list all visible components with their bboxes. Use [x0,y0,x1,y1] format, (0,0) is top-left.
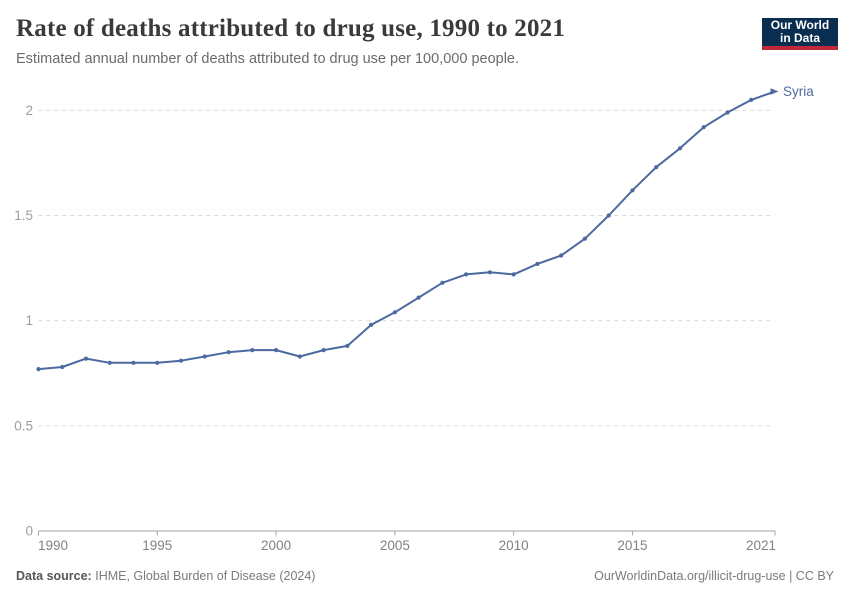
data-point[interactable] [654,165,659,170]
series-label[interactable]: Syria [783,84,814,99]
y-tick-label: 0.5 [14,418,33,433]
x-tick-label: 2015 [617,538,647,553]
x-tick-label: 2000 [261,538,291,553]
data-point[interactable] [226,350,231,355]
data-point[interactable] [369,322,374,327]
data-source: Data source: IHME, Global Burden of Dise… [16,568,315,584]
logo-line1: Our World [770,17,830,32]
data-point[interactable] [630,188,635,193]
data-point[interactable] [701,125,706,130]
data-point[interactable] [725,110,730,115]
data-point[interactable] [606,213,611,218]
data-point[interactable] [582,236,588,241]
data-point[interactable] [487,270,492,275]
data-point[interactable] [535,261,540,266]
data-point[interactable] [131,360,136,365]
data-point[interactable] [677,146,683,151]
owid-logo: Our World in Data [762,18,838,50]
data-point[interactable] [60,364,65,370]
data-point[interactable] [250,348,255,353]
license-link[interactable]: OurWorldinData.org/illicit-drug-use | CC… [594,569,834,583]
y-tick-label: 2 [25,103,33,118]
x-tick-label: 2021 [746,538,776,553]
x-tick-label: 2010 [499,538,529,553]
page-title: Rate of deaths attributed to drug use, 1… [16,15,566,42]
data-point[interactable] [559,253,564,258]
data-point[interactable] [321,348,326,353]
data-point[interactable] [392,310,397,315]
data-source-text: IHME, Global Burden of Disease (2024) [95,569,316,583]
data-point[interactable] [511,272,516,277]
y-tick-label: 1 [25,313,33,328]
y-tick-label: 1.5 [14,208,33,223]
data-point[interactable] [416,295,421,300]
data-point[interactable] [155,360,160,365]
trend-line [37,90,776,371]
line-end-arrow-icon [770,88,779,95]
data-point[interactable] [274,348,279,353]
data-point[interactable] [440,280,445,285]
logo-line2: in Data [779,31,820,45]
data-point[interactable] [202,354,207,359]
data-point[interactable] [83,356,89,361]
data-point[interactable] [749,97,754,102]
data-point[interactable] [464,272,469,277]
chart-footer: Data source: IHME, Global Burden of Dise… [16,568,834,584]
x-tick-label: 1990 [38,538,68,553]
x-tick-label: 2005 [380,538,410,553]
data-point[interactable] [345,343,350,348]
x-tick-label: 1995 [142,538,172,553]
data-point[interactable] [107,360,112,365]
chart-subtitle: Estimated annual number of deaths attrib… [16,51,520,67]
data-point[interactable] [178,358,184,363]
data-point[interactable] [36,367,41,372]
data-source-label: Data source: [16,569,92,583]
data-point[interactable] [297,354,302,359]
y-tick-label: 0 [25,524,33,539]
